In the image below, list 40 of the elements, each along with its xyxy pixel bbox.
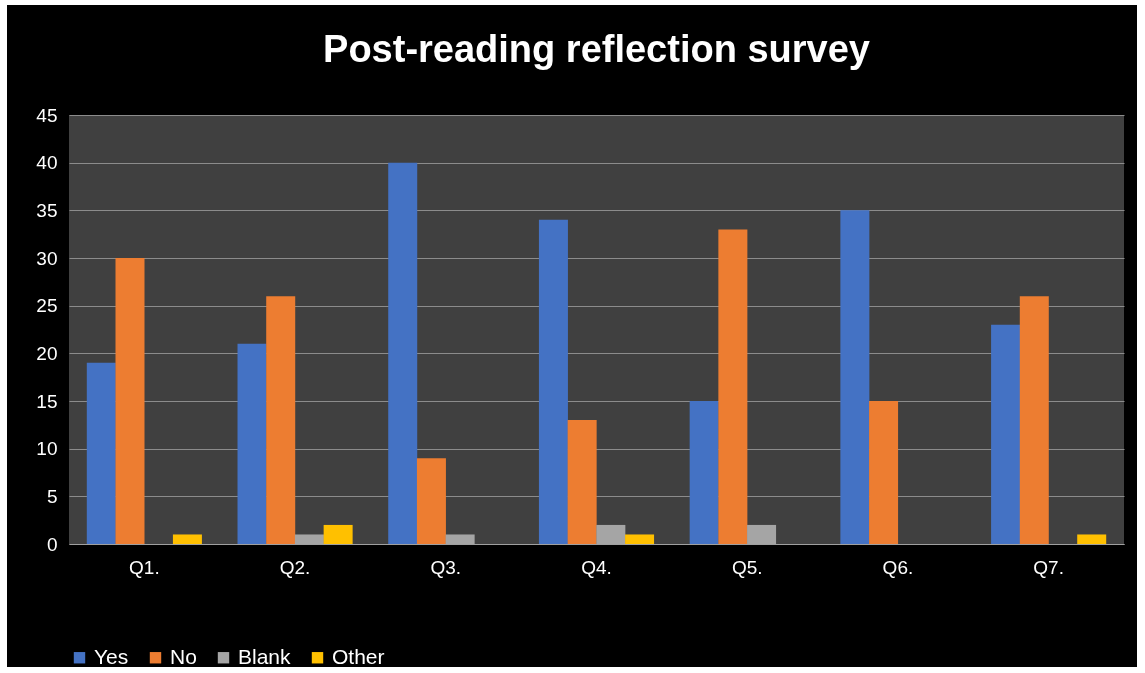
legend-label: Other — [332, 644, 385, 668]
y-tick-label: 25 — [36, 295, 58, 317]
legend-label: Blank — [238, 644, 292, 668]
y-tick-label: 20 — [36, 342, 58, 364]
x-tick-label: Q5. — [731, 556, 763, 578]
x-tick-label: Q7. — [1033, 556, 1064, 578]
y-tick-label: 10 — [36, 438, 58, 460]
y-tick-label: 0 — [46, 533, 58, 555]
bar — [689, 401, 719, 544]
y-tick-label: 40 — [36, 152, 58, 174]
bar — [172, 534, 202, 544]
x-tick-label: Q3. — [430, 556, 462, 578]
y-tick-label: 15 — [36, 390, 58, 412]
bar — [237, 343, 267, 544]
bar — [1019, 296, 1049, 544]
bar — [86, 362, 116, 544]
x-tick-label: Q4. — [581, 556, 612, 578]
bar — [1077, 534, 1107, 544]
bar — [538, 219, 568, 544]
bar — [840, 210, 870, 544]
bar — [416, 458, 446, 544]
bar — [718, 229, 748, 544]
bar — [567, 420, 597, 544]
bar — [266, 296, 296, 544]
x-tick-label: Q6. — [882, 556, 914, 578]
bar — [991, 324, 1021, 544]
legend-label: No — [170, 644, 197, 668]
chart-title: Post-reading reflection survey — [323, 28, 870, 70]
bar — [625, 534, 655, 544]
bar — [115, 258, 145, 544]
x-tick-label: Q1. — [129, 556, 160, 578]
y-tick-label: 30 — [36, 247, 58, 269]
bar — [869, 401, 899, 544]
legend-label: Yes — [94, 644, 129, 668]
bar — [388, 162, 418, 544]
y-tick-label: 35 — [36, 199, 58, 221]
y-tick-label: 45 — [36, 104, 58, 126]
bar — [323, 524, 353, 544]
x-tick-label: Q2. — [279, 556, 311, 578]
y-tick-label: 5 — [46, 485, 58, 507]
